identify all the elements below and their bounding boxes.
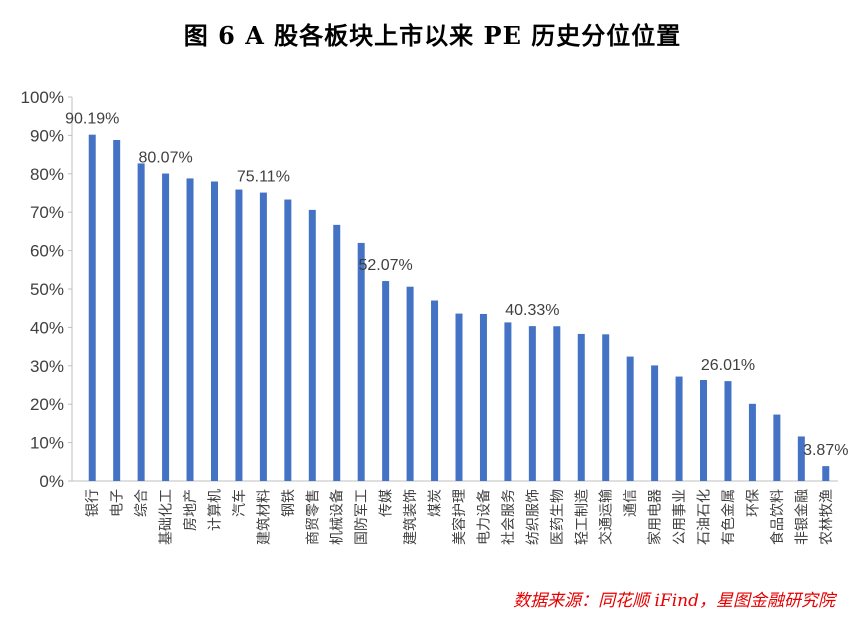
data-label: 80.07% (138, 150, 192, 167)
y-tick-label: 20% (30, 395, 64, 414)
bar (333, 224, 341, 481)
x-category-label: 农林牧渔 (819, 489, 835, 545)
bar (113, 140, 121, 481)
bar (797, 436, 805, 481)
x-category-label: 房地产 (183, 489, 199, 531)
chart-title: 图 6 A 股各板块上市以来 PE 历史分位位置 (183, 21, 682, 50)
x-category-label: 环保 (745, 489, 761, 517)
y-tick-label: 70% (30, 203, 64, 222)
x-category-label: 食品饮料 (769, 489, 786, 545)
y-tick-label: 90% (30, 126, 64, 145)
bar (748, 403, 756, 481)
x-category-label: 建筑材料 (256, 489, 272, 545)
y-tick-label: 40% (30, 318, 64, 337)
x-category-label: 纺织服饰 (525, 489, 541, 545)
x-category-label: 综合 (134, 489, 150, 517)
bar (382, 281, 390, 481)
y-tick-label: 30% (30, 357, 64, 376)
bar (406, 286, 414, 481)
x-category-label: 传媒 (379, 489, 395, 517)
bar (504, 322, 512, 481)
x-category-label: 通信 (623, 489, 639, 517)
x-category-label: 有色金属 (720, 489, 737, 545)
x-category-label: 钢铁 (281, 489, 297, 517)
bar (602, 334, 610, 481)
bar (724, 381, 732, 481)
bar (553, 326, 561, 481)
data-label: 40.33% (505, 302, 559, 319)
x-category-label: 电力设备 (475, 489, 492, 545)
bar (528, 326, 536, 481)
bar (700, 380, 708, 481)
bar (651, 365, 659, 481)
y-tick-label: 60% (30, 242, 64, 261)
bar (822, 466, 830, 481)
x-category-label: 公用事业 (672, 489, 688, 545)
x-category-label: 计算机 (207, 489, 223, 531)
x-category-label: 银行 (85, 489, 101, 517)
data-label: 90.19% (65, 111, 119, 128)
x-category-label: 交通运输 (598, 489, 615, 545)
bar (235, 189, 243, 481)
bar (773, 414, 781, 481)
y-tick-label: 0% (39, 472, 64, 491)
bar (137, 163, 145, 481)
x-category-label: 石油石化 (697, 489, 713, 545)
y-tick-label: 50% (30, 280, 64, 299)
data-label: 26.01% (701, 357, 755, 374)
bar (308, 209, 316, 481)
bar (577, 333, 585, 481)
bar (162, 173, 170, 482)
y-tick-label: 100% (21, 88, 64, 107)
bar (357, 242, 365, 481)
x-category-label: 家用电器 (647, 489, 664, 545)
data-label: 52.07% (359, 257, 413, 274)
bar (675, 376, 683, 481)
bar (455, 313, 463, 481)
bar (210, 181, 218, 482)
x-category-label: 汽车 (231, 489, 248, 517)
data-label: 3.87% (803, 442, 848, 459)
x-category-label: 建筑装饰 (403, 489, 419, 545)
y-tick-label: 80% (30, 165, 64, 184)
data-label: 75.11% (237, 169, 290, 186)
bar (284, 199, 292, 481)
bar (88, 134, 96, 481)
x-category-label: 商贸零售 (305, 489, 321, 545)
y-tick-label: 10% (30, 434, 64, 453)
data-source-note: 数据来源：同花顺 iFind，星图金融研究院 (513, 591, 835, 611)
bar (626, 356, 634, 481)
bar (259, 192, 267, 481)
x-category-label: 煤炭 (428, 489, 444, 517)
x-category-label: 社会服务 (501, 489, 517, 545)
x-category-label: 美容护理 (451, 489, 468, 545)
x-category-label: 轻工制造 (574, 489, 590, 545)
x-category-label: 基础化工 (158, 489, 175, 545)
x-category-label: 电子 (110, 489, 126, 517)
x-category-label: 国防军工 (354, 489, 370, 545)
x-category-label: 医药生物 (550, 489, 566, 545)
x-category-label: 非银金融 (794, 489, 810, 545)
bar (479, 313, 487, 481)
x-category-label: 机械设备 (329, 489, 346, 545)
bar (186, 178, 194, 481)
bar (431, 300, 439, 481)
